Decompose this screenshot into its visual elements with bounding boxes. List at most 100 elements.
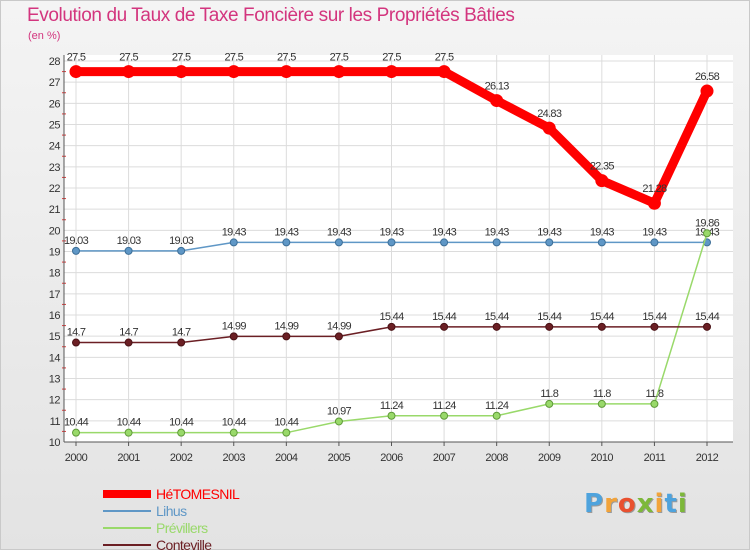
y-tick-label: 20 (49, 225, 61, 237)
y-tick-label: 14 (49, 352, 61, 364)
data-label: 27.5 (382, 52, 401, 64)
logo-letter: t (664, 489, 678, 519)
data-label: 15.44 (590, 311, 615, 323)
data-label: 11.24 (380, 400, 404, 412)
series-lihus: 19.03 19.03 19.03 19.43 19.43 19.43 19.43 19.43… (64, 226, 720, 255)
data-point (440, 411, 449, 420)
data-point (545, 238, 554, 247)
data-label: 15.44 (485, 311, 510, 323)
proxiti-logo: Proxiti (584, 489, 688, 519)
data-point (334, 417, 343, 426)
x-tick-label: 2002 (170, 452, 193, 464)
legend-label: HéTOMESNIL (156, 486, 240, 502)
data-point (282, 428, 291, 437)
logo-letter: o (617, 489, 637, 519)
y-tick-label: 27 (49, 77, 61, 89)
data-point (703, 322, 711, 331)
x-tick-label: 2009 (538, 452, 561, 464)
data-point (177, 428, 186, 437)
logo-letter: i (677, 489, 688, 519)
legend-swatch (103, 544, 151, 546)
data-label: 19.43 (432, 226, 457, 238)
data-point (122, 65, 136, 79)
data-point (647, 196, 661, 210)
data-label: 11.8 (540, 388, 558, 400)
data-point (597, 322, 606, 331)
data-point (440, 238, 449, 247)
data-label: 22.35 (590, 161, 615, 173)
data-point (650, 238, 659, 247)
legend-item-conteville[interactable]: Conteville (103, 537, 323, 554)
x-tick-label: 2001 (117, 452, 140, 464)
y-tick-label: 21 (49, 204, 61, 216)
legend-swatch (103, 527, 151, 529)
plot-area (64, 55, 733, 442)
data-label: 11.24 (485, 400, 509, 412)
data-label: 14.99 (327, 320, 352, 332)
data-label: 11.24 (432, 400, 456, 412)
data-label: 26.58 (695, 71, 720, 83)
legend-label: Prévillers (156, 520, 208, 536)
y-tick-label: 28 (49, 56, 61, 68)
data-label: 10.44 (117, 417, 142, 429)
data-label: 10.44 (222, 417, 247, 429)
data-point (492, 238, 501, 247)
y-tick-label: 17 (49, 289, 61, 301)
y-tick-label: 11 (50, 416, 61, 428)
y-tick-label: 25 (49, 120, 61, 132)
data-point (387, 238, 396, 247)
data-label: 19.03 (64, 235, 89, 247)
data-point (229, 428, 238, 437)
logo-letter: i (654, 489, 665, 519)
data-label: 15.44 (537, 311, 562, 323)
y-tick-label: 16 (49, 310, 61, 322)
data-point (229, 332, 238, 341)
legend-item-previllers[interactable]: Prévillers (103, 520, 323, 537)
data-point (177, 246, 186, 255)
x-tick-label: 2000 (65, 452, 88, 464)
data-label: 27.5 (119, 52, 138, 64)
data-label: 19.43 (537, 226, 562, 238)
legend-item-lihus[interactable]: Lihus (103, 503, 323, 520)
data-label: 10.44 (169, 417, 194, 429)
data-label: 15.44 (642, 311, 667, 323)
data-point (334, 332, 343, 341)
data-label: 14.99 (222, 320, 247, 332)
x-tick-label: 2004 (275, 452, 298, 464)
data-point (385, 65, 398, 79)
data-label: 26.13 (485, 81, 510, 93)
y-tick-label: 13 (49, 374, 61, 386)
series-conteville: 14.7 14.7 14.7 14.99 14.99 14.99 15.44 15.44 15.… (67, 311, 720, 347)
data-point (437, 65, 451, 79)
legend-item-hetomesnil[interactable]: HéTOMESNIL (103, 486, 323, 503)
x-tick-label: 2011 (644, 452, 666, 464)
data-label: 19.03 (117, 235, 142, 247)
y-tick-label: 19 (49, 247, 61, 259)
data-label: 27.5 (172, 52, 191, 64)
data-label: 19.43 (642, 226, 667, 238)
data-label: 27.5 (67, 52, 86, 64)
data-point (492, 411, 501, 420)
data-label: 10.97 (327, 405, 352, 417)
data-label: 11.8 (646, 388, 664, 400)
data-point (124, 338, 133, 347)
data-label: 19.43 (274, 226, 299, 238)
data-point (387, 322, 396, 331)
x-tick-label: 2006 (380, 452, 403, 464)
y-tick-label: 23 (49, 162, 61, 174)
data-label: 11.8 (593, 388, 611, 400)
series-hétomesnil: 27.5 27.5 27.5 27.5 27.5 27.5 27.5 27.5 26.13 24.… (67, 52, 720, 210)
data-point (229, 238, 238, 247)
data-label: 10.44 (274, 417, 299, 429)
y-tick-label: 12 (49, 395, 61, 407)
data-point (700, 84, 714, 98)
data-label: 27.5 (277, 52, 296, 64)
unit-label: (en %) (28, 30, 61, 42)
data-label: 19.43 (327, 226, 352, 238)
logo-letter: P (584, 489, 605, 519)
data-label: 27.5 (330, 52, 349, 64)
y-tick-label: 10 (49, 437, 61, 449)
x-tick-label: 2012 (696, 452, 719, 464)
